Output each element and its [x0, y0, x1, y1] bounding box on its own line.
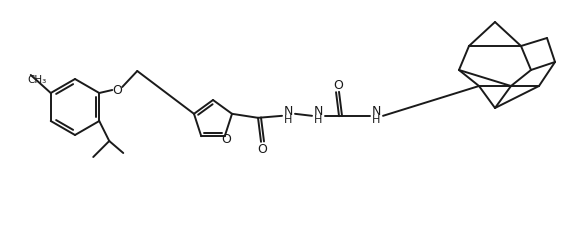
- Text: CH₃: CH₃: [27, 75, 46, 85]
- Text: O: O: [221, 132, 231, 145]
- Text: H: H: [284, 114, 292, 124]
- Text: H: H: [372, 114, 380, 124]
- Text: O: O: [333, 79, 343, 92]
- Text: O: O: [257, 143, 267, 156]
- Text: N: N: [314, 105, 323, 118]
- Text: H: H: [314, 114, 322, 124]
- Text: N: N: [284, 105, 293, 118]
- Text: O: O: [112, 83, 122, 96]
- Text: N: N: [371, 105, 380, 118]
